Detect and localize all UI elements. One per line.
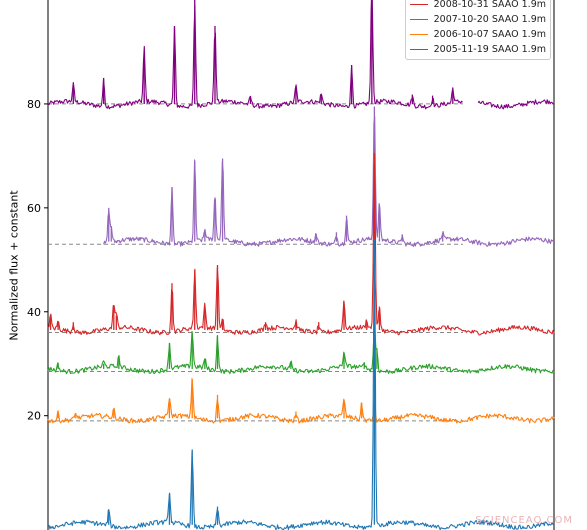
legend-swatch [410, 19, 428, 20]
series-group [47, 0, 555, 530]
legend-swatch [410, 4, 428, 5]
series-line [47, 330, 555, 375]
reference-lines [48, 103, 463, 422]
legend-label: 2007-10-20 SAAO 1.9m [433, 14, 546, 25]
y-tick-label: 80 [27, 98, 41, 111]
legend-label: 2005-11-19 SAAO 1.9m [433, 44, 546, 55]
legend-swatch [410, 34, 428, 35]
legend-item: 2008-10-31 SAAO 1.9m [410, 0, 546, 12]
legend-item: 2005-11-19 SAAO 1.9m [410, 42, 546, 57]
axes-frame [47, 0, 555, 530]
legend-label: 2006-10-07 SAAO 1.9m [433, 29, 546, 40]
legend-item: 2007-10-20 SAAO 1.9m [410, 12, 546, 27]
legend: 2008-10-31 SAAO 1.9m 2007-10-20 SAAO 1.9m… [405, 0, 551, 60]
legend-label: 2008-10-31 SAAO 1.9m [433, 0, 546, 10]
series-line [47, 378, 555, 424]
series-line [47, 0, 555, 110]
y-tick-label: 20 [27, 410, 41, 423]
y-axis-label-wrap: Normalized flux + constant [3, 0, 25, 530]
y-tick-label: 60 [27, 202, 41, 215]
y-axis-label: Normalized flux + constant [7, 189, 21, 341]
y-ticks: 20 40 60 80 [27, 98, 48, 423]
series-line [47, 263, 555, 530]
series-line [103, 115, 555, 247]
series-line [47, 164, 555, 336]
watermark: SCIENCEAQ.COM [475, 515, 573, 526]
legend-swatch [410, 49, 428, 50]
legend-item: 2006-10-07 SAAO 1.9m [410, 27, 546, 42]
y-tick-label: 40 [27, 306, 41, 319]
